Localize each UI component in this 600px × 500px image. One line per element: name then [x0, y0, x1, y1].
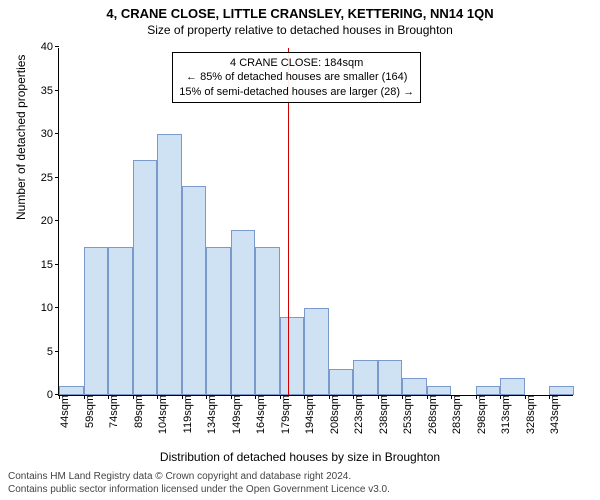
x-tick-label: 104sqm [153, 395, 169, 434]
x-tick-label: 89sqm [129, 395, 145, 428]
x-tick-label: 59sqm [80, 395, 96, 428]
page-title: 4, CRANE CLOSE, LITTLE CRANSLEY, KETTERI… [0, 0, 600, 21]
annotation-line: 4 CRANE CLOSE: 184sqm [179, 56, 414, 70]
y-tick-mark [55, 220, 59, 221]
plot-region: 051015202530354044sqm59sqm74sqm89sqm104s… [58, 48, 573, 396]
x-tick-label: 149sqm [227, 395, 243, 434]
histogram-bar [206, 247, 231, 395]
x-tick-label: 179sqm [276, 395, 292, 434]
y-tick-label: 10 [41, 302, 59, 314]
histogram-bar [133, 160, 158, 395]
y-tick-label: 20 [41, 215, 59, 227]
histogram-bar [378, 360, 403, 395]
y-tick-mark [55, 264, 59, 265]
y-tick-label: 5 [47, 346, 59, 358]
y-tick-label: 25 [41, 172, 59, 184]
x-tick-label: 119sqm [178, 395, 194, 433]
y-tick-mark [55, 133, 59, 134]
y-tick-label: 30 [41, 128, 59, 140]
x-axis-label: Distribution of detached houses by size … [0, 450, 600, 464]
y-tick-mark [55, 46, 59, 47]
histogram-bar [402, 378, 427, 395]
credit-line-1: Contains HM Land Registry data © Crown c… [8, 471, 390, 484]
histogram-bar [84, 247, 109, 395]
histogram-bar [59, 386, 84, 395]
x-tick-label: 194sqm [300, 395, 316, 434]
histogram-bar [231, 230, 256, 395]
histogram-bar [182, 186, 207, 395]
histogram-bar [549, 386, 574, 395]
y-tick-label: 15 [41, 259, 59, 271]
x-tick-label: 74sqm [104, 395, 120, 428]
y-tick-label: 40 [41, 41, 59, 53]
x-tick-label: 238sqm [374, 395, 390, 434]
x-tick-label: 223sqm [349, 395, 365, 434]
x-tick-label: 208sqm [325, 395, 341, 434]
annotation-line: 15% of semi-detached houses are larger (… [179, 85, 414, 99]
x-tick-label: 313sqm [496, 395, 512, 434]
histogram-bar [427, 386, 452, 395]
annotation-line: ← 85% of detached houses are smaller (16… [179, 70, 414, 84]
y-tick-mark [55, 90, 59, 91]
y-tick-mark [55, 351, 59, 352]
x-tick-label: 253sqm [398, 395, 414, 434]
x-tick-label: 268sqm [423, 395, 439, 434]
y-axis-label-container: Number of detached properties [0, 0, 58, 500]
histogram-bar [157, 134, 182, 395]
y-tick-label: 35 [41, 85, 59, 97]
histogram-bar [304, 308, 329, 395]
histogram-bar [280, 317, 305, 395]
histogram-bar [255, 247, 280, 395]
x-tick-label: 343sqm [545, 395, 561, 434]
histogram-bar [108, 247, 133, 395]
chart-area: 051015202530354044sqm59sqm74sqm89sqm104s… [58, 48, 573, 396]
x-tick-label: 134sqm [202, 395, 218, 434]
credit-text: Contains HM Land Registry data © Crown c… [8, 471, 390, 496]
credit-line-2: Contains public sector information licen… [8, 484, 390, 497]
histogram-bar [329, 369, 354, 395]
y-axis-label: Number of detached properties [14, 55, 28, 220]
x-tick-label: 44sqm [55, 395, 71, 428]
y-tick-mark [55, 177, 59, 178]
histogram-bar [500, 378, 525, 395]
x-tick-label: 328sqm [521, 395, 537, 434]
histogram-bar [476, 386, 501, 395]
x-tick-label: 283sqm [447, 395, 463, 434]
annotation-box: 4 CRANE CLOSE: 184sqm← 85% of detached h… [172, 52, 421, 103]
x-tick-label: 164sqm [251, 395, 267, 434]
y-tick-mark [55, 307, 59, 308]
page-subtitle: Size of property relative to detached ho… [0, 21, 600, 37]
x-tick-label: 298sqm [472, 395, 488, 434]
histogram-bar [353, 360, 378, 395]
